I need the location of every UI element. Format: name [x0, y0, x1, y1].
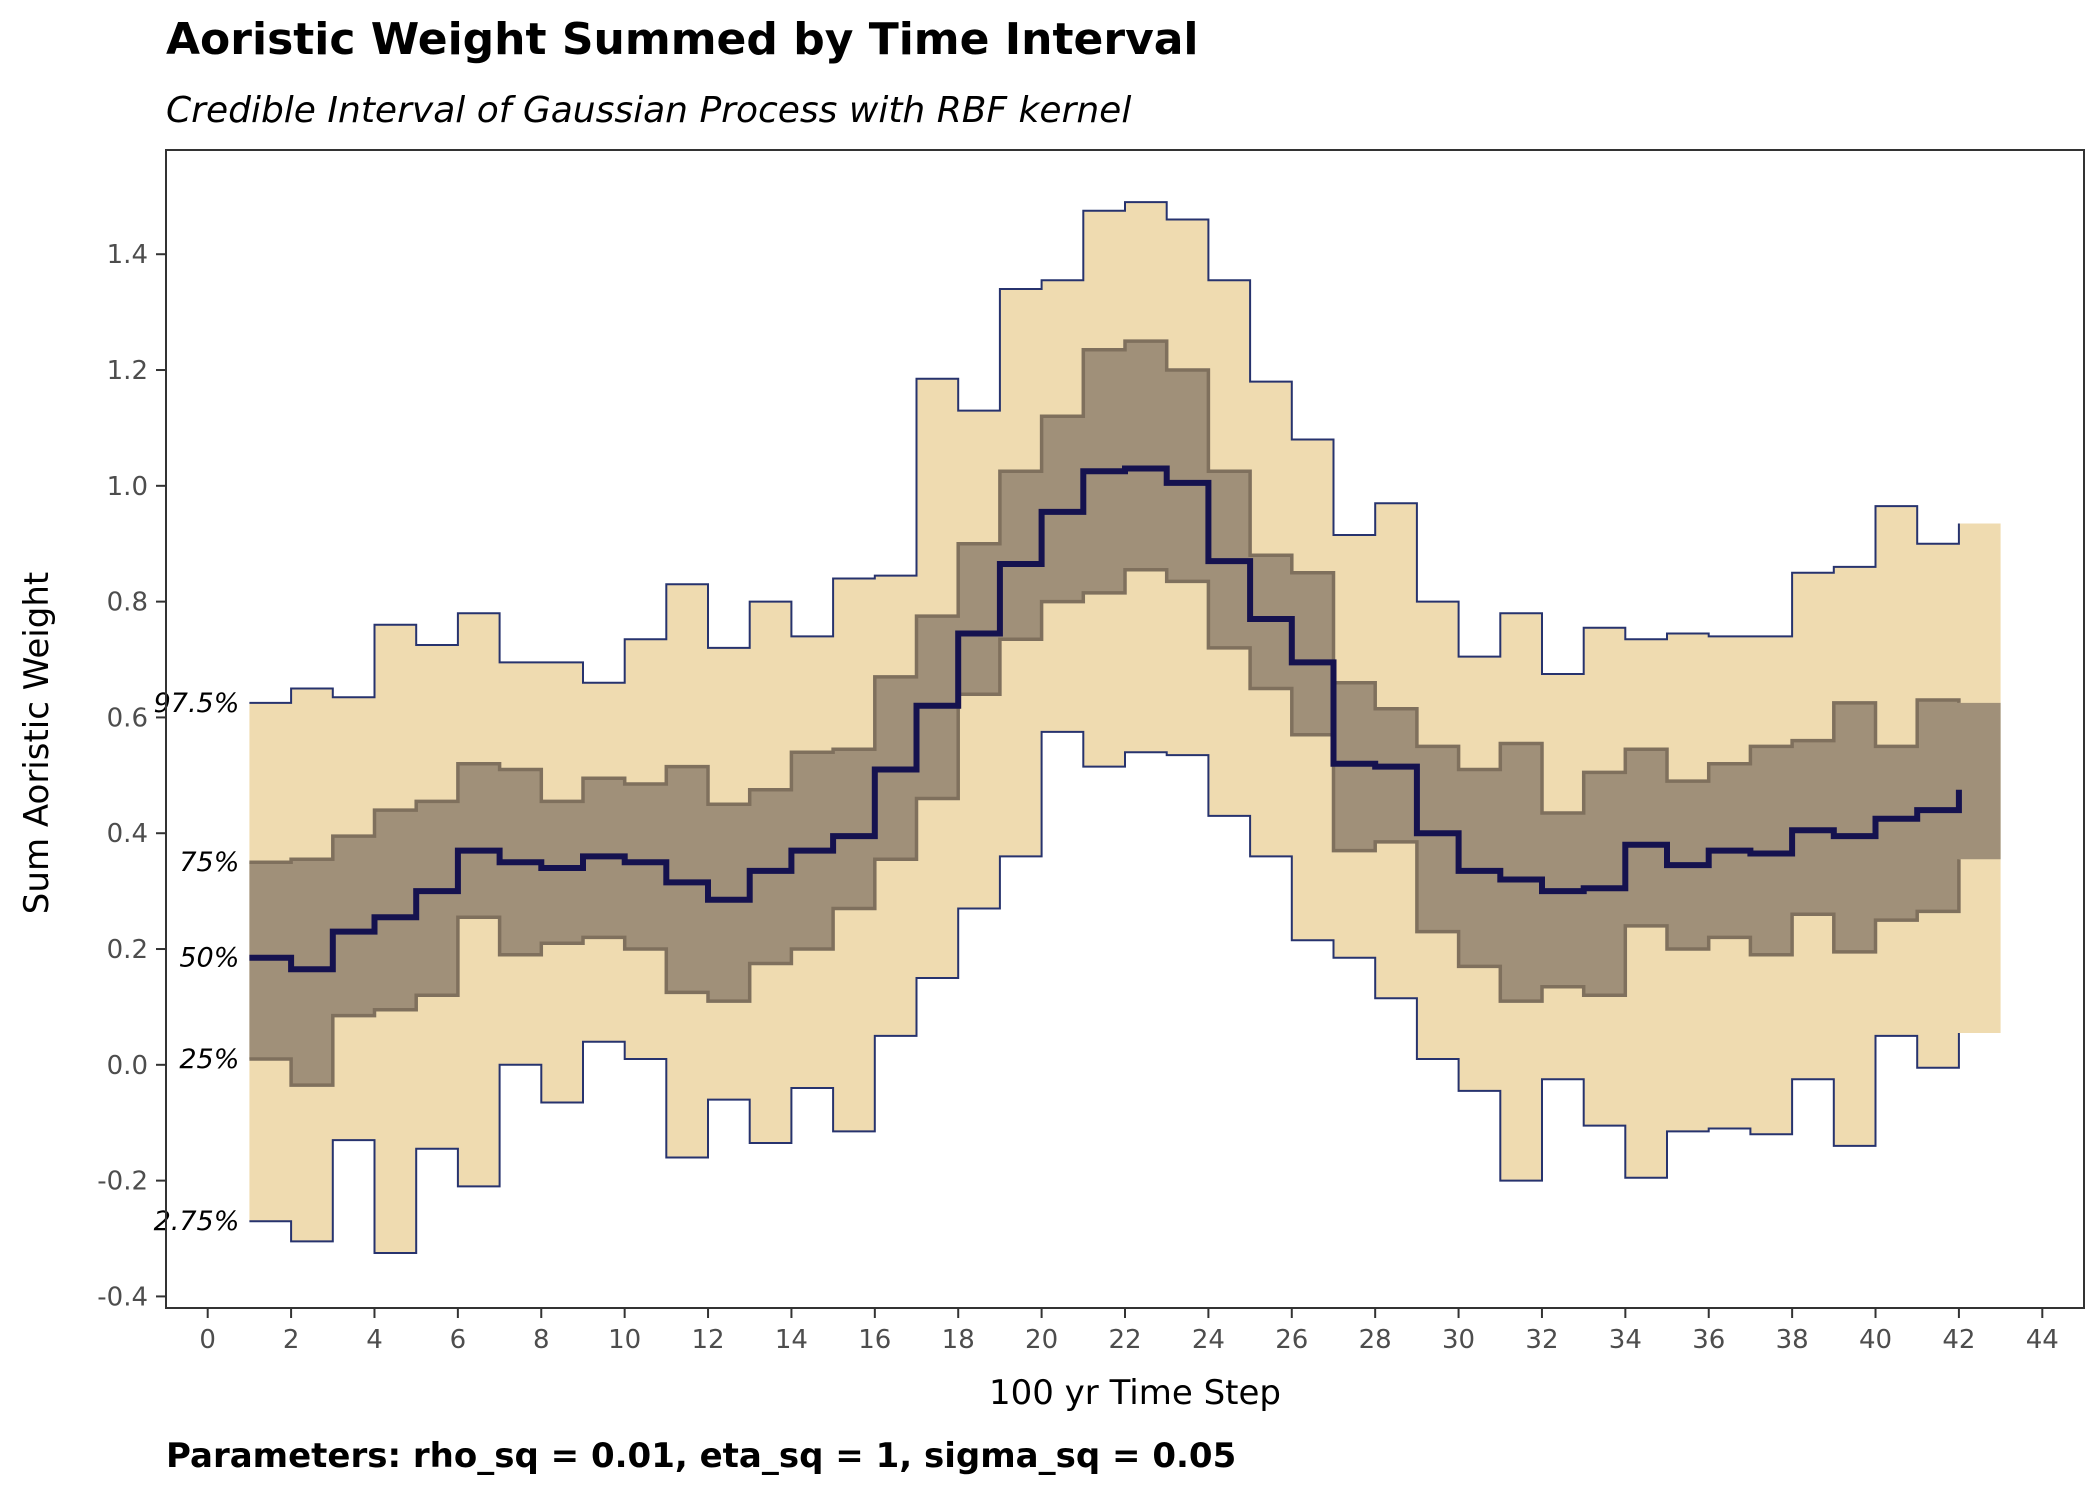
band-label: 50% [179, 943, 239, 974]
y-tick-label: 0.6 [107, 703, 148, 733]
band-label: 97.5% [154, 688, 240, 719]
band-label: 25% [179, 1044, 239, 1075]
series-line-97-5 [249, 201, 1960, 704]
band-label: 2.75% [154, 1206, 240, 1237]
x-tick-label: 36 [1692, 1325, 1725, 1355]
x-tick-label: 30 [1442, 1325, 1475, 1355]
x-axis-title: 100 yr Time Step [989, 1373, 1281, 1413]
series-line-75 [249, 339, 1961, 864]
y-axis-title: Sum Aoristic Weight [17, 572, 57, 914]
y-tick-label: 1.2 [107, 356, 148, 386]
x-tick-label: 24 [1192, 1325, 1225, 1355]
series-line-25 [249, 568, 1961, 1087]
x-tick-label: 18 [942, 1325, 975, 1355]
x-tick-label: 44 [2026, 1325, 2059, 1355]
x-tick-label: 22 [1108, 1325, 1141, 1355]
x-tick-label: 8 [533, 1325, 550, 1355]
x-tick-label: 14 [775, 1325, 808, 1355]
x-tick-label: 34 [1609, 1325, 1642, 1355]
y-tick-label: -0.4 [97, 1282, 148, 1312]
x-tick-label: 6 [450, 1325, 467, 1355]
x-tick-label: 26 [1275, 1325, 1308, 1355]
axis-layer: 0 2 4 6 8 10 12 14 16 18 20 22 24 26 28 30 32 34 36 38 40 42 4… [97, 149, 2085, 1355]
parameters-caption: Parameters: rho_sq = 0.01, eta_sq = 1, s… [166, 1436, 1237, 1476]
band-label: 75% [179, 847, 239, 878]
x-tick-label: 28 [1359, 1325, 1392, 1355]
x-tick-label: 40 [1859, 1325, 1892, 1355]
y-tick-label: 0.4 [107, 819, 148, 849]
chart-subtitle: Credible Interval of Gaussian Process wi… [166, 90, 1132, 131]
series-line-2-75 [249, 730, 1960, 1254]
x-tick-label: 12 [691, 1325, 724, 1355]
plot-layer: 97.5% 75% 50% 25% 2.75% [154, 201, 2001, 1254]
x-tick-label: 10 [608, 1325, 641, 1355]
x-tick-label: 0 [199, 1325, 216, 1355]
x-tick-label: 2 [283, 1325, 300, 1355]
series-line-50-median [249, 465, 1962, 973]
y-tick-label: -0.2 [97, 1167, 148, 1197]
x-tick-label: 38 [1776, 1325, 1809, 1355]
x-tick-label: 16 [858, 1325, 891, 1355]
y-tick-label: 0.0 [107, 1051, 148, 1081]
y-tick-label: 0.2 [107, 935, 148, 965]
x-tick-label: 4 [366, 1325, 383, 1355]
y-tick-label: 1.0 [107, 472, 148, 502]
chart-title: Aoristic Weight Summed by Time Interval [166, 14, 1199, 65]
plot-area [249, 201, 2001, 1254]
y-tick-label: 0.8 [107, 588, 148, 618]
inner-credible-band [249, 341, 2001, 1086]
x-tick-label: 20 [1025, 1325, 1058, 1355]
y-tick-label: 1.4 [107, 240, 148, 270]
x-tick-label: 42 [1942, 1325, 1975, 1355]
x-tick-label: 32 [1525, 1325, 1558, 1355]
